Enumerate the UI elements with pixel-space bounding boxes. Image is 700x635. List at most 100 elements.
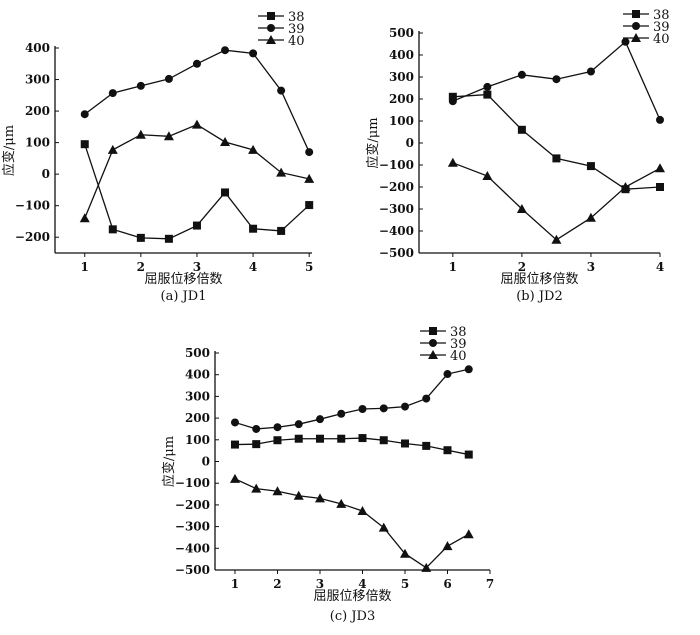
x-axis-label: 屈服位移倍数 <box>500 272 578 287</box>
data-point-40 <box>304 173 315 183</box>
data-point-38 <box>483 90 492 99</box>
data-point-38 <box>136 233 145 242</box>
y-tick-label: 0 <box>406 136 414 150</box>
legend-item-40: 40 <box>258 34 305 49</box>
series-39 <box>230 365 473 433</box>
data-point-40 <box>229 473 240 483</box>
series-line-38 <box>234 437 469 456</box>
data-point-39 <box>221 46 230 55</box>
chart-caption: (b) JD2 <box>516 289 563 304</box>
chart-panel-1: −200 −100 0 100 200 300 400 1 2 3 4 5 屈服位移倍数 应变/μm (a)… <box>1 10 315 304</box>
data-point-39 <box>464 365 473 374</box>
data-point-39 <box>230 418 239 427</box>
data-point-39 <box>252 424 261 433</box>
y-axis-label: 应变/μm <box>365 117 381 168</box>
chart-caption: (a) JD1 <box>161 289 207 304</box>
chart-panel-3: −500 −400 −300 −200 −100 0 100 200 300 400 500 1 2 3 4… <box>161 325 494 624</box>
data-point-39 <box>422 394 431 403</box>
data-point-39 <box>192 59 201 68</box>
x-tick-label: 5 <box>401 577 409 591</box>
data-point-39 <box>586 67 595 76</box>
series-38 <box>230 434 473 459</box>
data-point-40 <box>399 548 410 558</box>
data-point-39 <box>379 404 388 413</box>
data-point-40 <box>442 541 453 551</box>
data-point-38 <box>221 188 230 197</box>
legend-marker-square <box>267 12 275 20</box>
x-tick-label: 3 <box>193 260 201 274</box>
data-point-39 <box>273 423 282 432</box>
series-line-40 <box>84 123 310 219</box>
y-tick-label: 400 <box>389 48 414 62</box>
data-point-39 <box>136 81 145 90</box>
y-tick-label: 400 <box>25 41 50 55</box>
data-point-38 <box>294 434 303 443</box>
data-point-40 <box>107 144 118 154</box>
legend-item-38: 38 <box>420 325 467 340</box>
data-point-38 <box>400 439 409 448</box>
data-point-38 <box>448 92 457 101</box>
data-point-40 <box>516 204 527 213</box>
x-tick-label: 4 <box>249 260 257 274</box>
series-40 <box>79 119 315 223</box>
data-point-39 <box>305 148 314 157</box>
x-tick-label: 2 <box>137 260 145 274</box>
series-39 <box>448 37 664 124</box>
data-point-40 <box>272 486 283 496</box>
data-point-39 <box>294 420 303 429</box>
legend-item-39: 39 <box>258 22 305 37</box>
data-point-39 <box>358 404 367 413</box>
legend-marker-circle <box>429 339 437 347</box>
legend-label: 38 <box>653 8 670 23</box>
data-point-38 <box>249 224 258 233</box>
data-point-39 <box>517 70 526 79</box>
y-tick-label: −100 <box>379 158 414 172</box>
data-point-38 <box>379 436 388 445</box>
data-point-40 <box>276 167 287 177</box>
y-axis-label: 应变/μm <box>1 125 17 176</box>
x-tick-label: 3 <box>316 577 324 591</box>
data-point-40 <box>191 119 202 129</box>
data-point-40 <box>655 163 665 173</box>
data-point-39 <box>400 402 409 411</box>
data-point-40 <box>314 493 325 503</box>
legend-label: 40 <box>450 349 467 364</box>
y-tick-label: 500 <box>185 346 210 360</box>
data-point-38 <box>277 226 286 235</box>
series-38 <box>448 90 664 194</box>
legend-marker-square <box>632 10 640 18</box>
data-point-38 <box>192 221 201 230</box>
data-point-39 <box>621 37 630 46</box>
data-point-38 <box>358 434 367 443</box>
data-point-40 <box>251 483 262 493</box>
data-point-39 <box>483 82 492 91</box>
data-point-38 <box>315 434 324 443</box>
data-point-40 <box>248 144 259 154</box>
data-point-38 <box>552 154 561 163</box>
data-point-39 <box>337 409 346 418</box>
data-point-38 <box>337 434 346 443</box>
series-38 <box>80 140 314 243</box>
data-point-40 <box>585 212 596 222</box>
data-point-38 <box>230 440 239 449</box>
y-tick-label: −300 <box>379 202 414 216</box>
y-tick-label: −400 <box>379 224 414 238</box>
legend-label: 39 <box>288 22 305 37</box>
legend-item-38: 38 <box>623 8 670 23</box>
y-tick-label: −100 <box>175 476 210 490</box>
data-point-40 <box>135 129 146 139</box>
series-39 <box>80 46 314 157</box>
data-point-40 <box>551 234 562 244</box>
x-tick-label: 3 <box>587 260 595 274</box>
data-point-39 <box>443 370 452 379</box>
legend-label: 38 <box>288 10 305 25</box>
legend-label: 40 <box>653 32 670 47</box>
series-40 <box>447 157 665 244</box>
x-tick-label: 1 <box>81 260 89 274</box>
data-point-38 <box>464 450 473 459</box>
data-point-40 <box>220 136 231 146</box>
data-point-38 <box>422 441 431 450</box>
y-tick-label: 200 <box>25 104 50 118</box>
y-tick-label: 300 <box>389 70 414 84</box>
